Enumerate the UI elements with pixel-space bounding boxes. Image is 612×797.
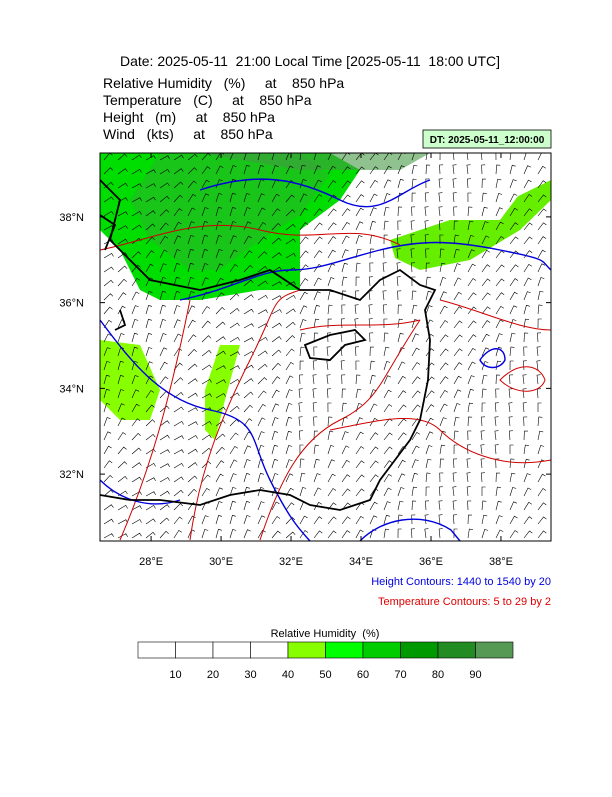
map-field bbox=[100, 153, 551, 541]
title: Date: 2025-05-11 21:00 Local Time [2025-… bbox=[120, 53, 500, 69]
field-line: Wind (kts) at 850 hPa bbox=[103, 126, 273, 142]
colorbar-box bbox=[362, 641, 401, 659]
colorbar-box bbox=[475, 641, 514, 659]
colorbar-box bbox=[325, 641, 364, 659]
colorbar-label: 70 bbox=[394, 669, 406, 681]
humidity-area bbox=[390, 170, 551, 270]
humidity-area bbox=[205, 345, 240, 440]
coastline bbox=[100, 214, 127, 331]
coastlines bbox=[100, 179, 437, 511]
field-line: Relative Humidity (%) at 850 hPa bbox=[103, 75, 344, 91]
temperature-contour bbox=[299, 319, 421, 331]
colorbar-box bbox=[137, 641, 176, 659]
colorbar-label: 60 bbox=[357, 669, 369, 681]
x-tick-label: 32°E bbox=[279, 556, 303, 568]
height-note: Height Contours: 1440 to 1540 by 20 bbox=[371, 576, 551, 588]
map-frame bbox=[99, 152, 552, 542]
colorbar-label: 20 bbox=[207, 669, 219, 681]
colorbar-box bbox=[437, 641, 476, 659]
temperature-contour bbox=[499, 366, 546, 392]
height-contour bbox=[199, 178, 431, 208]
temperature-contour bbox=[189, 289, 301, 541]
wind-barbs bbox=[103, 153, 547, 539]
y-tick-label: 32°N bbox=[59, 469, 84, 481]
colorbar-label: 40 bbox=[282, 669, 294, 681]
temperature-contour bbox=[100, 224, 401, 251]
y-tick-label: 36°N bbox=[59, 298, 84, 310]
temperature-contour bbox=[329, 418, 551, 464]
colorbar-box bbox=[287, 641, 326, 659]
y-tick-label: 38°N bbox=[59, 212, 84, 224]
height-contour bbox=[100, 319, 311, 541]
x-tick-label: 28°E bbox=[139, 556, 163, 568]
height-contour bbox=[359, 518, 461, 541]
colorbar-label: 50 bbox=[319, 669, 331, 681]
colorbar-label: 30 bbox=[244, 669, 256, 681]
colorbar-box bbox=[250, 641, 289, 659]
field-line: Temperature (C) at 850 hPa bbox=[103, 92, 312, 108]
height-contour bbox=[179, 241, 551, 301]
colorbar-label: 90 bbox=[469, 669, 481, 681]
x-tick-label: 38°E bbox=[489, 556, 513, 568]
dt-label: DT: 2025-05-11_12:00:00 bbox=[430, 135, 545, 146]
colorbar: 10 20 30 40 50 60 70 80 90 bbox=[137, 641, 514, 681]
field-line: Height (m) at 850 hPa bbox=[103, 109, 275, 125]
missing-data bbox=[430, 153, 551, 205]
map-axes: 28°E 30°E 32°E 34°E 36°E 38°E 32°N 34°N 36°N 38°N bbox=[59, 153, 551, 568]
x-tick-label: 34°E bbox=[349, 556, 373, 568]
x-tick-label: 36°E bbox=[419, 556, 443, 568]
coastline bbox=[303, 329, 367, 361]
height-contours bbox=[100, 178, 551, 541]
colorbar-box bbox=[400, 641, 439, 659]
height-contour bbox=[100, 479, 181, 505]
colorbar-label: 10 bbox=[169, 669, 181, 681]
temperature-note: Temperature Contours: 5 to 29 by 2 bbox=[378, 596, 551, 608]
colorbar-box bbox=[212, 641, 251, 659]
dt-box bbox=[422, 129, 552, 149]
humidity-area bbox=[100, 340, 160, 420]
temperature-contour bbox=[439, 299, 551, 331]
temperature-contour bbox=[119, 299, 191, 541]
height-contour bbox=[479, 348, 506, 369]
colorbar-title: Relative Humidity (%) bbox=[271, 628, 380, 640]
coastline bbox=[100, 179, 437, 511]
y-tick-label: 34°N bbox=[59, 383, 84, 395]
colorbar-label: 80 bbox=[432, 669, 444, 681]
x-tick-label: 30°E bbox=[209, 556, 233, 568]
colorbar-box bbox=[175, 641, 214, 659]
